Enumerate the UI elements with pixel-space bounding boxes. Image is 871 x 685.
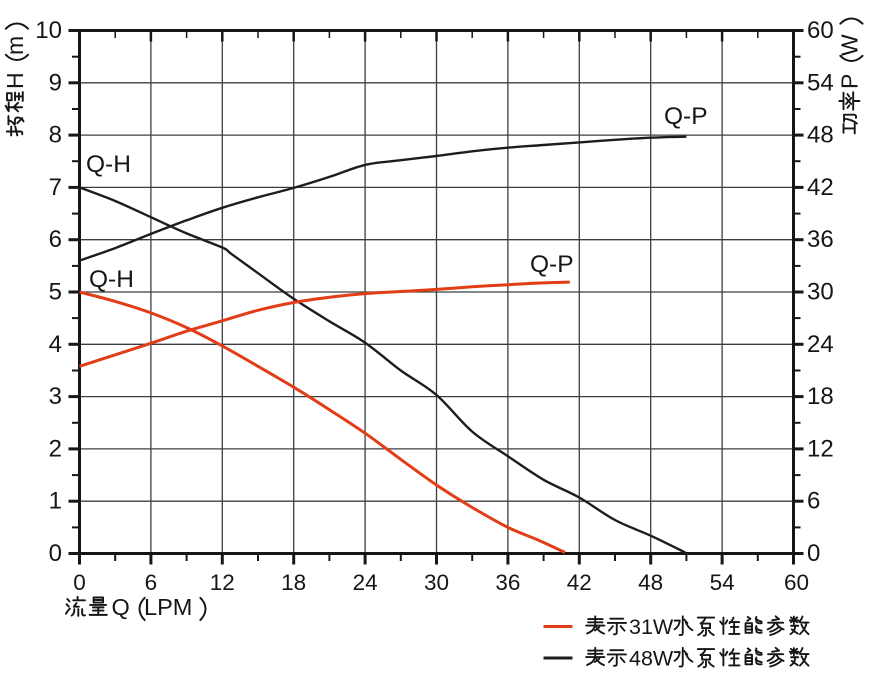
svg-text:5: 5 bbox=[49, 279, 62, 306]
svg-text:60: 60 bbox=[784, 570, 809, 595]
svg-text:12: 12 bbox=[210, 570, 235, 595]
svg-text:24: 24 bbox=[353, 570, 378, 595]
svg-text:m: m bbox=[2, 36, 28, 55]
svg-text:24: 24 bbox=[807, 331, 834, 358]
svg-text:6: 6 bbox=[807, 488, 820, 515]
svg-text:31W: 31W bbox=[629, 615, 674, 639]
svg-text:30: 30 bbox=[424, 570, 449, 595]
svg-text:18: 18 bbox=[281, 570, 306, 595]
svg-text:60: 60 bbox=[807, 17, 834, 44]
svg-text:H: H bbox=[2, 72, 28, 89]
svg-text:36: 36 bbox=[495, 570, 520, 595]
svg-text:P: P bbox=[837, 74, 863, 89]
svg-text:2: 2 bbox=[49, 435, 62, 462]
svg-text:9: 9 bbox=[49, 69, 62, 96]
svg-text:42: 42 bbox=[807, 174, 834, 201]
svg-text:18: 18 bbox=[807, 383, 834, 410]
svg-text:1: 1 bbox=[49, 488, 62, 515]
svg-text:48: 48 bbox=[638, 570, 663, 595]
svg-text:Q-H: Q-H bbox=[86, 151, 131, 178]
svg-text:30: 30 bbox=[807, 279, 834, 306]
svg-text:7: 7 bbox=[49, 174, 62, 201]
svg-text:54: 54 bbox=[807, 69, 834, 96]
svg-text:6: 6 bbox=[145, 570, 158, 595]
svg-text:48: 48 bbox=[807, 122, 834, 149]
svg-text:54: 54 bbox=[710, 570, 735, 595]
svg-text:Q-P: Q-P bbox=[530, 251, 574, 278]
svg-text:48W: 48W bbox=[629, 647, 674, 671]
svg-text:Q: Q bbox=[112, 594, 130, 620]
svg-text:0: 0 bbox=[49, 540, 62, 567]
svg-text:W: W bbox=[837, 34, 863, 56]
svg-text:3: 3 bbox=[49, 383, 62, 410]
svg-text:8: 8 bbox=[49, 122, 62, 149]
svg-text:10: 10 bbox=[35, 17, 62, 44]
svg-text:0: 0 bbox=[73, 570, 86, 595]
svg-text:42: 42 bbox=[567, 570, 592, 595]
svg-text:12: 12 bbox=[807, 435, 834, 462]
svg-text:Q-H: Q-H bbox=[89, 266, 134, 293]
svg-text:6: 6 bbox=[49, 226, 62, 253]
svg-text:LPM: LPM bbox=[144, 594, 192, 620]
svg-text:36: 36 bbox=[807, 226, 834, 253]
svg-text:4: 4 bbox=[49, 331, 62, 358]
svg-text:Q-P: Q-P bbox=[664, 103, 708, 130]
svg-text:0: 0 bbox=[807, 540, 820, 567]
